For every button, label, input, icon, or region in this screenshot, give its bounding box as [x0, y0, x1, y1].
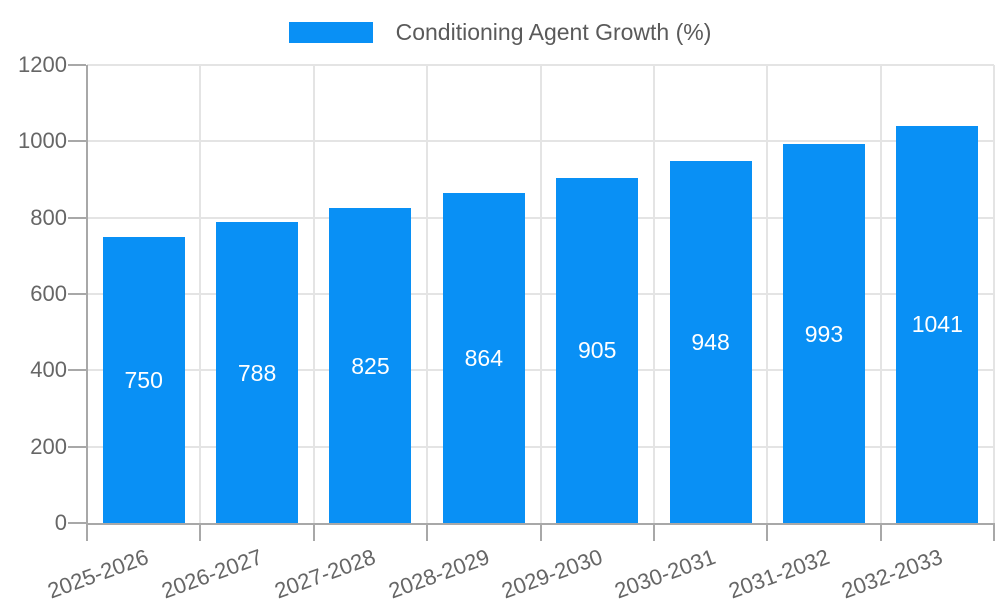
- y-tick: [68, 369, 86, 372]
- bar-value-label: 1041: [911, 311, 963, 338]
- v-gridline: [312, 65, 315, 523]
- v-gridline: [426, 65, 429, 523]
- y-tick: [68, 140, 86, 143]
- x-axis-line: [86, 523, 995, 525]
- bar: [556, 177, 639, 523]
- bar-value-label: 864: [464, 345, 503, 372]
- y-tick-label: 1200: [18, 52, 67, 77]
- y-tick-label: 1000: [18, 128, 67, 154]
- y-tick: [68, 522, 86, 524]
- bar: [216, 222, 299, 523]
- bar-value-label: 825: [351, 352, 390, 379]
- bar-value-label: 788: [237, 359, 277, 386]
- v-gridline: [652, 65, 655, 523]
- x-tick: [993, 525, 995, 541]
- bar: [782, 144, 865, 523]
- x-tick: [652, 525, 655, 541]
- bar-value-label: 993: [804, 320, 844, 347]
- y-axis-line: [86, 65, 88, 525]
- legend-label: Conditioning Agent Growth (%): [395, 19, 712, 45]
- y-tick: [68, 64, 86, 66]
- bar-value-label: 750: [124, 366, 163, 393]
- v-gridline: [539, 65, 542, 523]
- bar: [896, 125, 979, 523]
- x-tick: [312, 525, 315, 541]
- y-tick: [68, 293, 86, 295]
- bar: [102, 236, 185, 523]
- legend-swatch: [288, 22, 373, 43]
- x-tick: [86, 525, 88, 541]
- bar-value-label: 905: [578, 337, 617, 364]
- x-tick: [766, 525, 769, 541]
- x-tick-label: 2030-2031: [611, 544, 720, 600]
- y-tick: [68, 445, 86, 448]
- y-tick-label: 200: [30, 433, 67, 459]
- y-tick-label: 600: [30, 281, 67, 306]
- bar: [329, 208, 412, 523]
- x-tick: [426, 525, 429, 541]
- v-gridline: [199, 65, 202, 523]
- x-tick-label: 2028-2029: [384, 544, 493, 600]
- x-tick-label: 2031-2032: [725, 544, 833, 600]
- bar-value-label: 948: [691, 329, 730, 356]
- x-tick: [539, 525, 542, 541]
- x-tick-label: 2025-2026: [44, 544, 153, 600]
- v-gridline: [766, 65, 769, 523]
- x-tick-label: 2029-2030: [498, 544, 606, 600]
- x-tick-label: 2026-2027: [158, 544, 266, 600]
- bar: [442, 193, 525, 523]
- y-tick: [68, 216, 86, 219]
- v-gridline: [879, 65, 882, 523]
- y-tick-label: 800: [30, 204, 67, 230]
- y-tick-label: 400: [30, 357, 67, 383]
- chart-legend: Conditioning Agent Growth (%): [0, 19, 1000, 46]
- x-tick-label: 2032-2033: [838, 544, 946, 600]
- x-tick-label: 2027-2028: [271, 544, 379, 600]
- bar: [669, 161, 752, 523]
- v-gridline: [993, 65, 995, 523]
- y-tick-label: 0: [54, 510, 67, 535]
- x-tick: [879, 525, 882, 541]
- x-tick: [199, 525, 202, 541]
